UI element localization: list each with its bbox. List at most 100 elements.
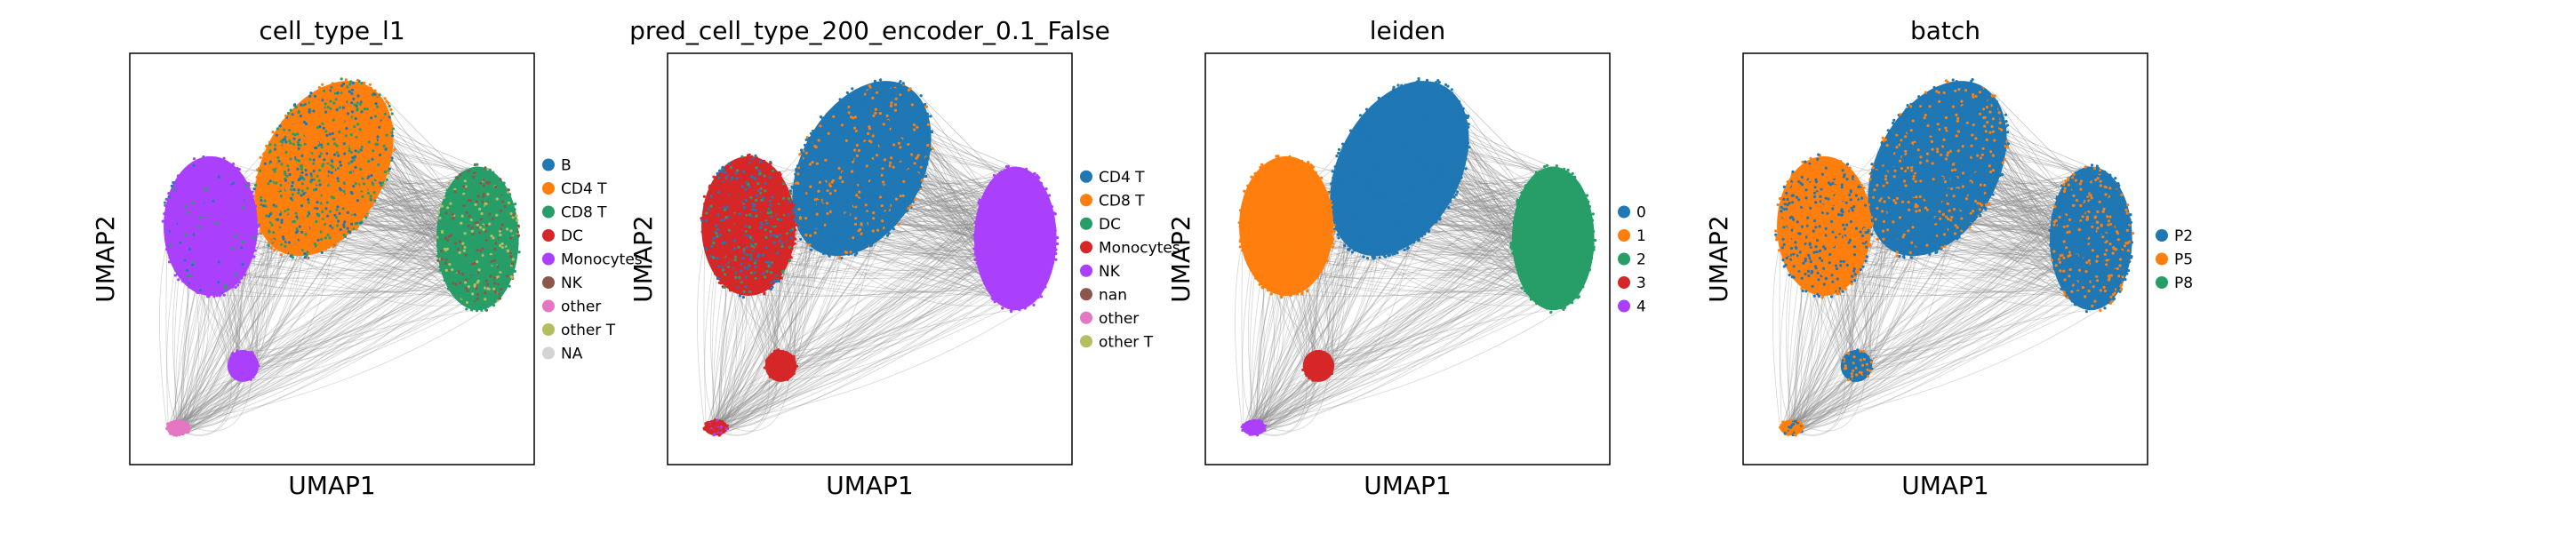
data-point [776, 218, 780, 221]
data-point [894, 122, 898, 125]
data-point [311, 105, 315, 108]
data-point [811, 161, 814, 164]
data-point [825, 202, 829, 205]
data-point [259, 155, 262, 159]
data-point [892, 210, 896, 213]
data-point [227, 267, 230, 271]
data-point [1017, 290, 1020, 293]
data-point [748, 245, 751, 249]
edge-line [180, 368, 232, 435]
data-point [781, 196, 786, 200]
data-point [909, 135, 913, 139]
data-point [345, 183, 348, 187]
data-point [369, 197, 372, 201]
data-point [740, 232, 744, 235]
data-point [879, 176, 883, 179]
data-point [379, 187, 382, 190]
data-point [251, 215, 254, 219]
data-point [324, 110, 328, 114]
data-point [391, 127, 395, 131]
data-point [907, 161, 910, 164]
data-point [710, 192, 714, 195]
data-point [742, 206, 746, 210]
data-point [739, 242, 742, 245]
data-point [359, 102, 363, 106]
data-point [176, 188, 180, 192]
data-point [769, 165, 772, 169]
data-point [825, 240, 828, 243]
data-point [238, 229, 242, 233]
data-point [726, 283, 730, 287]
data-point [337, 138, 340, 142]
data-point [220, 260, 224, 264]
data-point [773, 192, 777, 195]
data-point [470, 275, 474, 279]
data-point [917, 162, 921, 165]
data-point [804, 197, 808, 201]
data-point [367, 155, 371, 159]
data-point [729, 195, 732, 198]
data-point [456, 273, 460, 276]
data-point [178, 434, 181, 437]
edge-line [716, 281, 744, 426]
data-point [796, 216, 800, 219]
data-point [494, 290, 498, 294]
data-point [808, 163, 812, 166]
data-point [251, 224, 254, 227]
data-point [311, 192, 315, 195]
data-point [496, 261, 500, 265]
data-point [317, 112, 321, 115]
data-point [285, 211, 289, 215]
data-point [723, 285, 726, 289]
data-point [884, 101, 888, 105]
data-point [236, 283, 240, 287]
data-point [724, 220, 728, 224]
data-point [259, 166, 262, 170]
data-point [844, 246, 849, 250]
data-point [196, 286, 200, 290]
data-point [498, 281, 502, 284]
data-point [788, 189, 793, 193]
data-point [251, 190, 254, 194]
data-point [510, 262, 514, 266]
data-point [335, 216, 339, 219]
data-point [282, 205, 286, 209]
data-point [267, 195, 270, 198]
data-point [436, 211, 441, 214]
data-point [302, 192, 306, 195]
data-point [716, 256, 719, 259]
data-point [351, 127, 355, 131]
data-point [234, 360, 237, 363]
data-point [818, 180, 822, 184]
data-point [888, 174, 892, 178]
data-point [356, 211, 359, 215]
data-point [854, 217, 858, 220]
data-point [343, 115, 347, 118]
data-point [244, 219, 247, 222]
data-point [916, 177, 919, 181]
data-point [491, 262, 494, 266]
data-point [360, 110, 364, 114]
data-point [262, 204, 266, 208]
data-point [327, 90, 331, 93]
edge-line [187, 189, 465, 431]
data-point [484, 279, 489, 282]
data-point [181, 185, 185, 188]
edge-line [720, 211, 981, 423]
data-point [304, 169, 308, 172]
data-point [237, 168, 241, 171]
data-point [236, 166, 239, 170]
data-point [878, 112, 883, 115]
data-point [165, 211, 169, 215]
data-point [463, 179, 467, 183]
data-point [785, 214, 788, 218]
data-point [1016, 175, 1020, 179]
data-point [735, 224, 739, 228]
data-point [926, 143, 930, 147]
data-point [913, 193, 916, 196]
data-point [383, 158, 387, 162]
data-point [999, 250, 1003, 253]
data-point [196, 178, 199, 181]
data-point [318, 176, 322, 179]
